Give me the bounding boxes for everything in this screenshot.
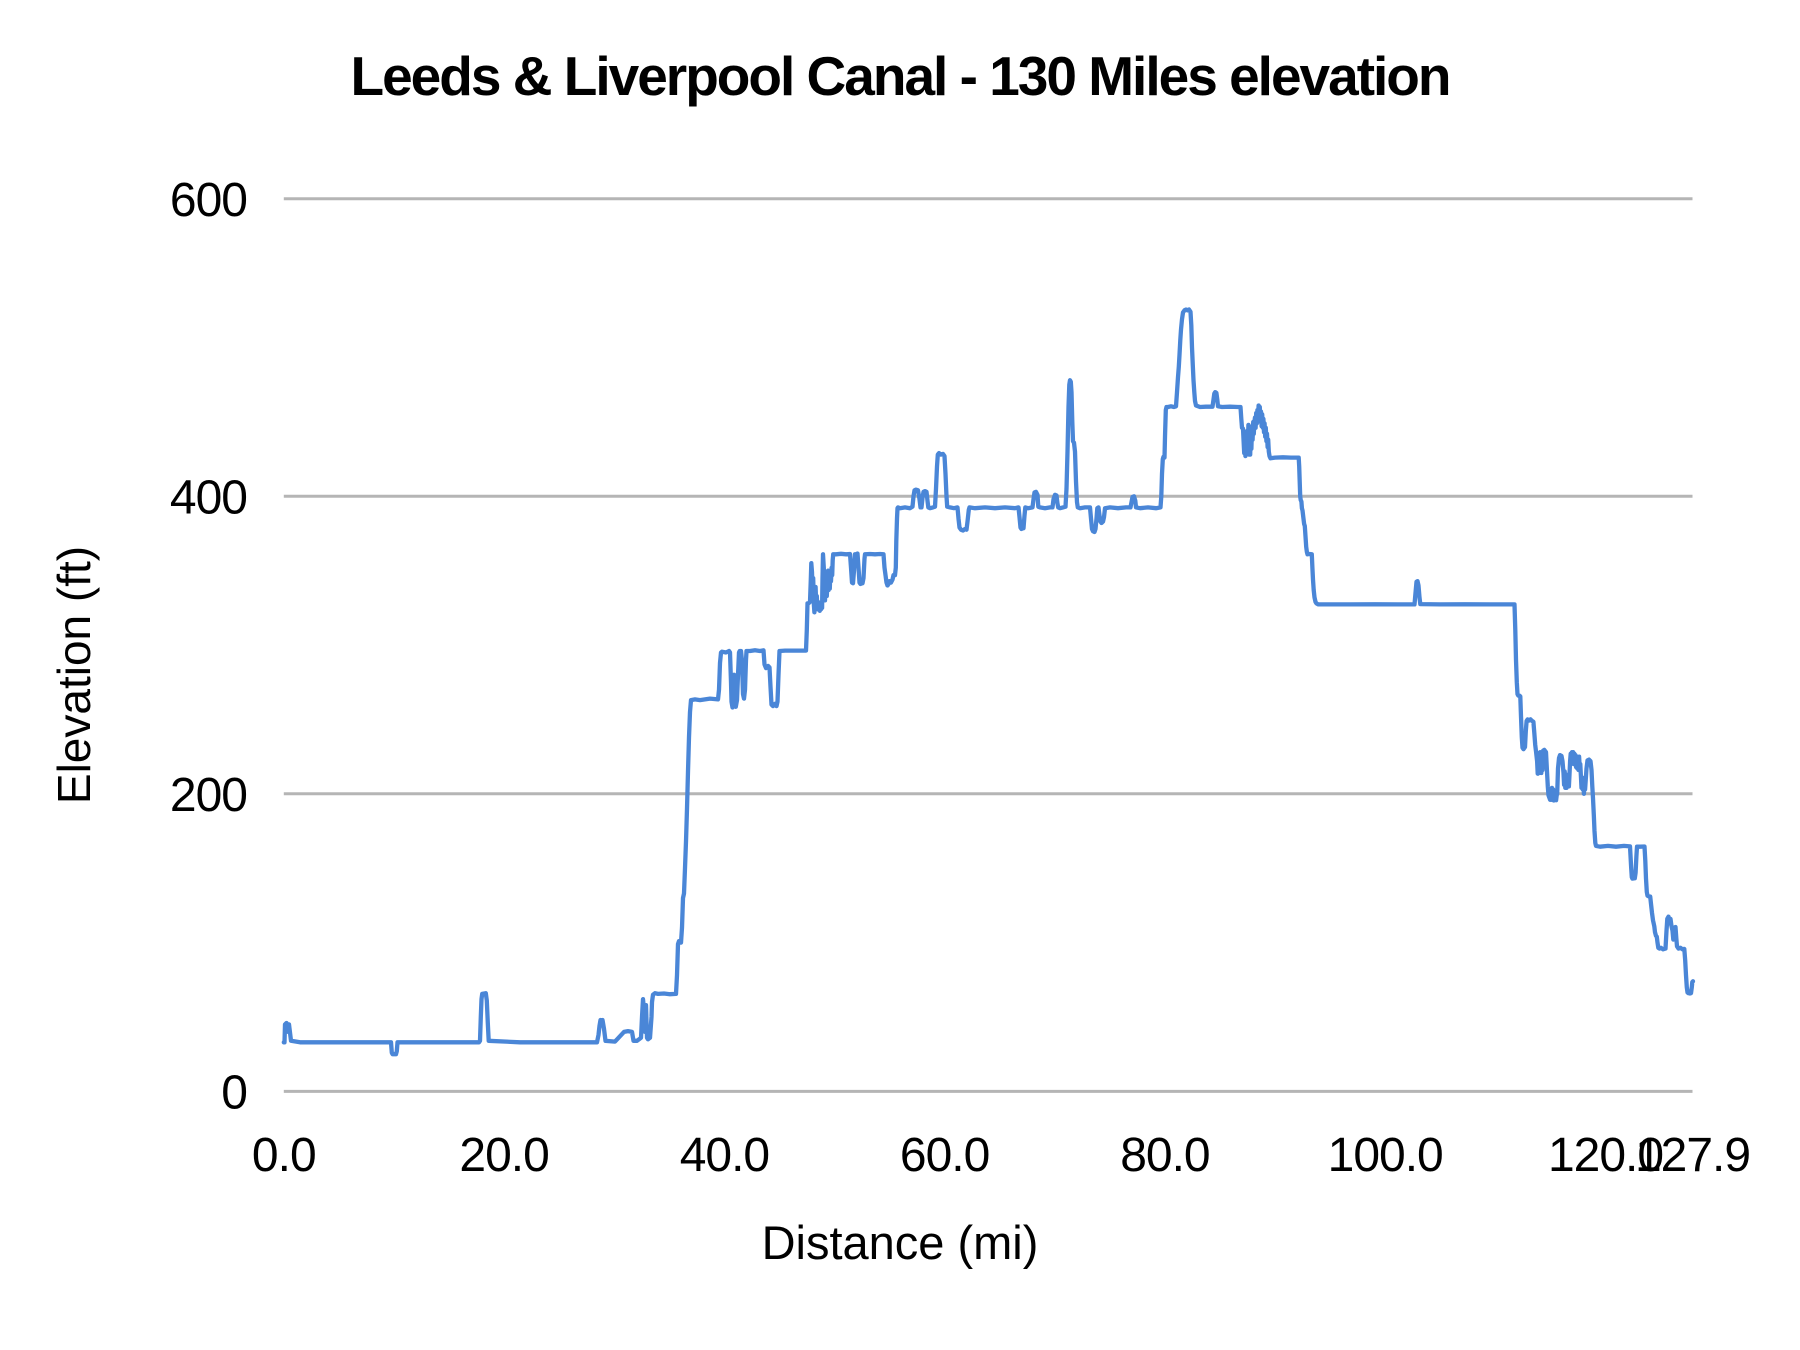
svg-text:600: 600 <box>170 174 247 227</box>
svg-text:127.9: 127.9 <box>1635 1129 1750 1182</box>
svg-text:0: 0 <box>221 1067 247 1120</box>
svg-text:100.0: 100.0 <box>1328 1129 1443 1182</box>
svg-text:Leeds & Liverpool Canal - 130: Leeds & Liverpool Canal - 130 Miles elev… <box>351 45 1450 107</box>
svg-text:120.0: 120.0 <box>1548 1129 1663 1182</box>
svg-text:200: 200 <box>170 769 247 822</box>
svg-text:0.0: 0.0 <box>252 1129 316 1182</box>
svg-text:400: 400 <box>170 472 247 525</box>
svg-text:Distance (mi): Distance (mi) <box>762 1216 1039 1269</box>
svg-text:Elevation (ft): Elevation (ft) <box>48 546 100 804</box>
svg-text:80.0: 80.0 <box>1120 1129 1209 1182</box>
svg-text:20.0: 20.0 <box>459 1129 548 1182</box>
svg-text:40.0: 40.0 <box>680 1129 769 1182</box>
svg-text:60.0: 60.0 <box>900 1129 989 1182</box>
